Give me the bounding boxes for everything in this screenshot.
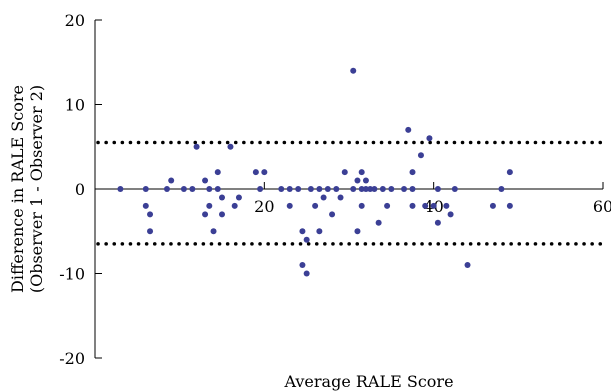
data-point (358, 202, 365, 209)
x-axis-ticks: 204060 (254, 182, 611, 216)
y-tick-label: -20 (59, 349, 85, 368)
data-point (286, 186, 293, 192)
data-point (329, 211, 336, 218)
data-point (506, 202, 513, 209)
data-point (295, 186, 302, 192)
data-point (350, 67, 357, 74)
data-point (337, 194, 344, 201)
data-point (371, 186, 378, 192)
y-tick-label: 10 (65, 96, 85, 115)
data-point (375, 219, 382, 226)
data-point (451, 186, 458, 192)
data-point (235, 194, 242, 201)
data-point (384, 202, 391, 209)
data-point (227, 143, 234, 150)
data-point (362, 186, 369, 192)
data-point (341, 169, 348, 176)
y-axis-title-line-1: Difference in RALE Score (8, 85, 27, 293)
x-tick-label: 60 (593, 197, 611, 216)
data-point (303, 236, 310, 243)
data-point (193, 143, 200, 150)
data-point (354, 228, 361, 235)
data-point (401, 186, 408, 192)
data-point (489, 202, 496, 209)
data-point (316, 186, 323, 192)
data-point (163, 186, 170, 192)
data-point (286, 202, 293, 209)
data-point (434, 219, 441, 226)
data-point (303, 270, 310, 277)
data-point (409, 169, 416, 176)
x-tick-label: 20 (254, 197, 274, 216)
data-point (417, 152, 424, 159)
data-point (443, 202, 450, 209)
data-point (316, 228, 323, 235)
data-point (168, 177, 175, 184)
data-point (312, 202, 319, 209)
data-point (142, 202, 149, 209)
data-point (320, 194, 327, 201)
data-point (252, 169, 259, 176)
data-point (299, 262, 306, 269)
data-point (117, 186, 124, 192)
data-point (261, 169, 268, 176)
data-point (299, 228, 306, 235)
data-point (147, 211, 154, 218)
data-point (278, 186, 285, 192)
data-point (147, 228, 154, 235)
data-point (367, 186, 374, 192)
data-point (464, 262, 471, 269)
data-point (358, 169, 365, 176)
data-point (350, 186, 357, 192)
data-point (434, 186, 441, 192)
data-point (409, 186, 416, 192)
data-point (180, 186, 187, 192)
data-point (405, 126, 412, 133)
data-point (354, 177, 361, 184)
data-point (447, 211, 454, 218)
data-point (206, 186, 213, 192)
y-axis-title-line-2: (Observer 1 - Observer 2) (27, 85, 46, 293)
data-point (202, 177, 209, 184)
data-point (409, 202, 416, 209)
y-axis-ticks: 20 10 0 -10 -20 (59, 11, 102, 368)
data-point (324, 186, 331, 192)
data-point (142, 186, 149, 192)
y-tick-label: 20 (65, 11, 85, 30)
data-point (210, 228, 217, 235)
data-point (358, 186, 365, 192)
data-point (426, 135, 433, 142)
x-axis-title: Average RALE Score (283, 372, 453, 391)
data-point (189, 186, 196, 192)
data-point (498, 186, 505, 192)
data-point (231, 202, 238, 209)
data-point (206, 202, 213, 209)
data-point (219, 211, 225, 218)
data-point (506, 169, 513, 176)
data-point (422, 202, 429, 209)
data-point (214, 186, 221, 192)
data-point (430, 202, 437, 209)
data-points (117, 67, 513, 277)
y-axis-title: Difference in RALE Score (Observer 1 - O… (8, 85, 46, 293)
data-point (219, 194, 225, 201)
data-point (214, 169, 221, 176)
data-point (362, 177, 369, 184)
data-point (333, 186, 340, 192)
y-tick-label: 0 (75, 180, 85, 199)
data-point (379, 186, 386, 192)
data-point (257, 186, 264, 192)
limits-of-agreement (96, 140, 605, 246)
y-tick-label: -10 (59, 265, 85, 284)
data-point (202, 211, 209, 218)
data-point (388, 186, 395, 192)
data-point (307, 186, 314, 192)
